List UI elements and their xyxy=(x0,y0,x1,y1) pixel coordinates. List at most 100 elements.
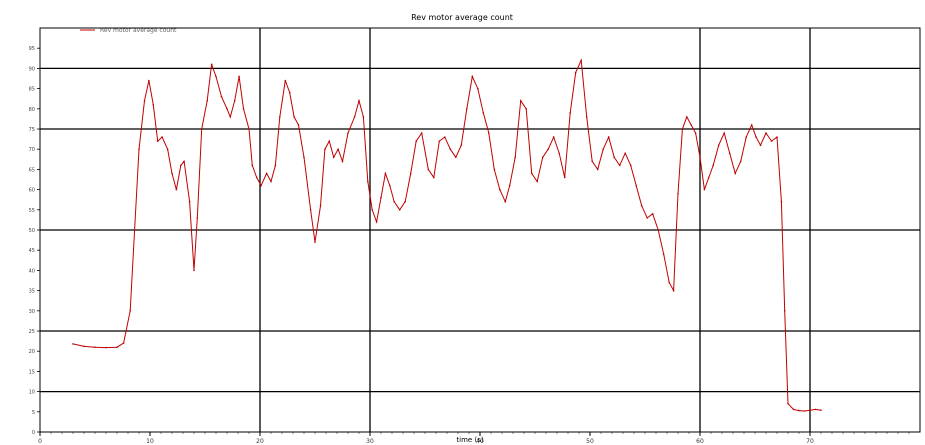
data-point xyxy=(183,160,185,163)
data-point xyxy=(116,346,118,348)
data-point xyxy=(138,148,140,150)
data-point xyxy=(328,140,331,142)
y-tick-label: 45 xyxy=(29,248,35,254)
data-point xyxy=(508,184,511,187)
y-tick-label: 50 xyxy=(29,228,35,234)
data-point xyxy=(384,172,387,175)
data-point xyxy=(380,196,382,199)
data-point xyxy=(358,99,360,102)
data-point xyxy=(143,99,146,102)
data-point xyxy=(770,140,773,142)
data-point xyxy=(188,200,191,203)
data-point xyxy=(156,140,159,142)
data-point xyxy=(541,156,544,159)
data-point xyxy=(750,124,753,126)
data-point xyxy=(449,148,452,150)
data-point xyxy=(314,241,316,243)
data-point xyxy=(745,136,747,138)
data-point xyxy=(536,180,538,183)
data-point xyxy=(398,209,401,211)
data-point xyxy=(444,136,446,138)
data-point xyxy=(242,108,245,110)
data-point xyxy=(415,140,418,142)
data-point xyxy=(297,124,300,126)
data-point xyxy=(265,172,268,175)
x-tick-label: 60 xyxy=(696,438,704,445)
data-point xyxy=(332,156,335,159)
chart-title: Rev motor average count xyxy=(411,13,513,22)
data-point xyxy=(681,128,684,130)
data-point xyxy=(618,164,621,167)
data-point xyxy=(787,402,789,405)
data-point xyxy=(460,144,463,146)
y-tick-label: 55 xyxy=(29,208,35,214)
data-point xyxy=(651,213,654,215)
data-point xyxy=(293,116,295,118)
data-point xyxy=(251,164,254,167)
data-point xyxy=(569,112,571,114)
y-tick-label: 30 xyxy=(29,309,35,315)
data-point xyxy=(180,164,182,167)
data-point xyxy=(233,99,236,102)
data-point xyxy=(200,128,203,130)
data-point xyxy=(229,116,232,118)
data-point xyxy=(519,99,522,102)
y-tick-label: 70 xyxy=(29,147,35,153)
y-tick-label: 90 xyxy=(29,66,35,72)
data-point xyxy=(792,408,795,411)
data-point xyxy=(404,200,407,203)
data-point xyxy=(803,410,806,412)
data-point xyxy=(677,192,679,195)
data-point xyxy=(303,156,305,159)
data-point xyxy=(133,229,136,231)
data-point xyxy=(686,116,688,118)
data-point xyxy=(525,108,527,110)
data-point xyxy=(389,184,391,187)
data-point xyxy=(708,176,710,179)
y-tick-label: 60 xyxy=(29,188,35,194)
data-point xyxy=(703,188,706,191)
data-point xyxy=(319,204,322,207)
data-point xyxy=(375,221,378,223)
data-point xyxy=(362,116,365,118)
data-point xyxy=(347,132,349,134)
data-point xyxy=(723,132,725,134)
data-point xyxy=(596,168,599,171)
x-tick-label: 30 xyxy=(366,438,374,445)
data-point xyxy=(717,144,720,146)
data-point xyxy=(72,343,74,345)
data-point xyxy=(353,116,356,118)
data-point xyxy=(288,91,291,94)
data-point xyxy=(238,75,240,78)
data-point xyxy=(547,148,549,150)
data-point xyxy=(776,136,778,138)
y-tick-label: 5 xyxy=(32,410,35,416)
data-point xyxy=(433,176,435,179)
data-point xyxy=(455,156,457,159)
legend: Rev motor average count xyxy=(80,27,177,34)
data-point xyxy=(270,180,272,183)
data-point xyxy=(175,188,178,191)
x-tick-label: 70 xyxy=(806,438,814,445)
data-point xyxy=(367,180,369,183)
data-point xyxy=(734,172,736,175)
data-point xyxy=(493,168,496,171)
data-point xyxy=(602,148,604,150)
x-tick-label: 20 xyxy=(256,438,264,445)
data-point xyxy=(690,124,692,126)
y-tick-label: 35 xyxy=(29,289,35,295)
data-point xyxy=(728,152,731,155)
data-point xyxy=(530,172,533,175)
data-point xyxy=(514,156,516,159)
data-point xyxy=(420,132,423,134)
data-point xyxy=(341,160,344,163)
legend-entry: Rev motor average count xyxy=(100,27,177,34)
data-point xyxy=(694,132,697,134)
data-point xyxy=(122,342,125,344)
data-point xyxy=(427,168,430,171)
data-point xyxy=(814,408,817,411)
data-point xyxy=(393,200,396,203)
data-point xyxy=(210,63,213,66)
